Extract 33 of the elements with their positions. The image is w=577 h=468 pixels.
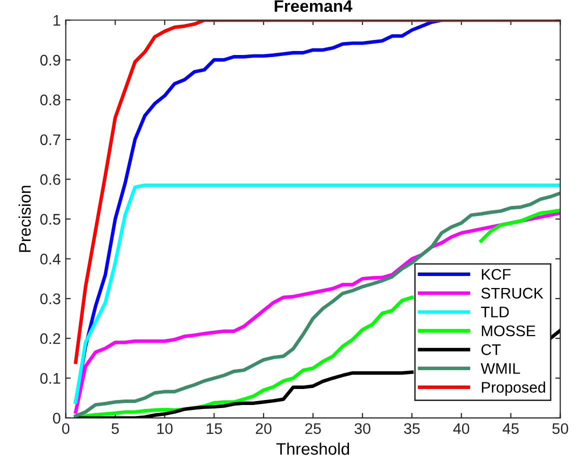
- y-tick-label: 0.8: [40, 94, 60, 106]
- x-tick-label: 30: [354, 423, 370, 434]
- legend-label: WMIL: [480, 363, 520, 374]
- y-tick-label: 0: [53, 412, 60, 424]
- y-tick-label: 0.2: [40, 333, 60, 344]
- y-tick-label: 0.6: [40, 174, 60, 185]
- x-tick-label: 15: [206, 423, 222, 434]
- legend-label: TLD: [481, 306, 509, 318]
- y-tick-label: 0.4: [40, 254, 60, 264]
- legend-label: MOSSE: [482, 325, 536, 336]
- legend-label: STRUCK: [481, 288, 544, 299]
- x-tick-label: 25: [305, 423, 321, 434]
- x-tick-label: 10: [157, 423, 173, 434]
- y-tick-label: 0.5: [40, 214, 60, 225]
- legend-label: Proposed: [482, 382, 546, 396]
- chart-title: Freeman4: [274, 0, 352, 12]
- x-tick-label: 0: [62, 423, 70, 434]
- legend-label: KCF: [482, 268, 511, 280]
- x-tick-label: 5: [112, 423, 119, 434]
- y-tick-label: 0.7: [40, 134, 60, 146]
- y-tick-label: 0.1: [40, 373, 60, 384]
- y-tick-label: 0.9: [40, 54, 60, 66]
- x-axis-title: Threshold: [276, 442, 350, 455]
- line-series: [74, 20, 560, 364]
- x-tick-label: 40: [453, 423, 470, 434]
- x-tick-label: 20: [256, 423, 272, 434]
- x-tick-label: 45: [502, 423, 519, 434]
- x-tick-label: 35: [404, 423, 420, 434]
- y-tick-label: 1: [54, 15, 60, 26]
- x-tick-label: 50: [552, 423, 568, 434]
- y-tick-label: 0.3: [40, 293, 60, 304]
- legend-label: CT: [481, 344, 501, 356]
- y-axis-title: Precision: [18, 186, 31, 252]
